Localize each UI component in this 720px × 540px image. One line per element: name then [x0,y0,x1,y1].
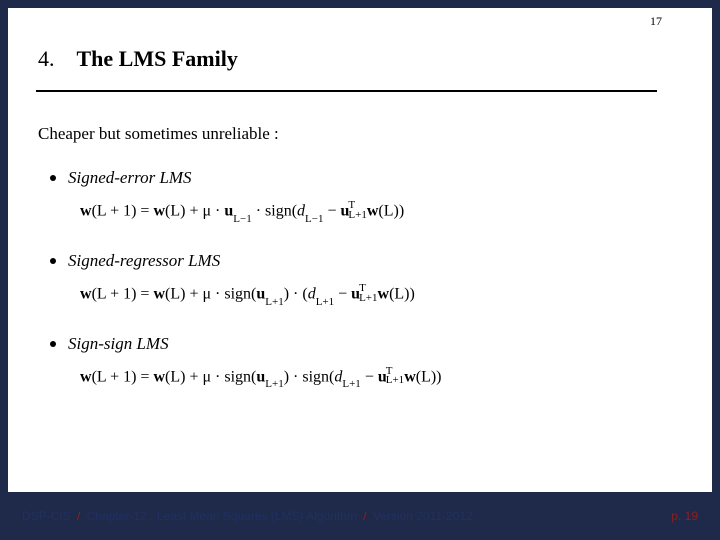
footer-left: DSP-CIS / Chapter-12 : Least Mean Square… [22,509,473,523]
section-title: 4. The LMS Family [38,46,238,72]
section-number: 4. [38,46,55,71]
list-item: Signed-regressor LMS w(L + 1) = w(L) + μ… [50,251,672,306]
item-label: Signed-error LMS [50,168,672,188]
list-item: Sign-sign LMS w(L + 1) = w(L) + μ · sign… [50,334,672,389]
footer-course: DSP-CIS [22,509,71,523]
footer-sep: / [363,509,366,523]
footer-chapter: Chapter-12 : Least Mean Squares (LMS) Al… [87,509,357,523]
equation-3: w(L + 1) = w(L) + μ · sign(uL+1) · sign(… [80,368,672,389]
horizontal-rule [36,90,657,92]
bullet-list: Signed-error LMS w(L + 1) = w(L) + μ · u… [50,168,672,416]
top-page-number: 17 [650,14,662,29]
equation-2: w(L + 1) = w(L) + μ · sign(uL+1) · (dL+1… [80,285,672,306]
item-label: Sign-sign LMS [50,334,672,354]
item-label: Signed-regressor LMS [50,251,672,271]
list-item: Signed-error LMS w(L + 1) = w(L) + μ · u… [50,168,672,223]
slide-content: 17 4. The LMS Family Cheaper but sometim… [8,8,712,492]
footer-version: Version 2011-2012 [373,509,473,523]
section-name: The LMS Family [77,46,238,71]
intro-text: Cheaper but sometimes unreliable : [38,124,279,144]
footer-page: p. 19 [671,509,698,523]
footer: DSP-CIS / Chapter-12 : Least Mean Square… [0,492,720,540]
equation-1: w(L + 1) = w(L) + μ · uL−1 · sign(dL−1 −… [80,202,672,223]
footer-sep: / [77,509,80,523]
